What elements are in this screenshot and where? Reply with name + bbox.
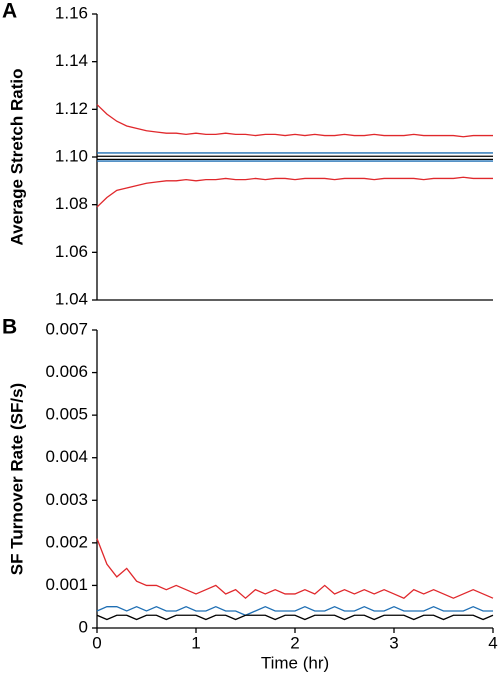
y-tick-label: 0.002 bbox=[45, 532, 88, 551]
x-tick-label: 4 bbox=[488, 633, 497, 652]
series-line bbox=[96, 614, 494, 621]
y-tick-label: 1.04 bbox=[55, 289, 88, 308]
y-tick-label: 1.12 bbox=[55, 99, 88, 118]
y-tick-label: 1.08 bbox=[55, 194, 88, 213]
y-tick-label: 0.004 bbox=[45, 447, 88, 466]
y-tick-label: 1.06 bbox=[55, 242, 88, 261]
panel-label: B bbox=[2, 316, 17, 339]
y-tick-label: 1.16 bbox=[55, 3, 88, 22]
series-line bbox=[96, 176, 493, 208]
y-tick-label: 1.10 bbox=[55, 146, 88, 165]
series-line bbox=[96, 104, 493, 138]
series-line bbox=[96, 538, 494, 600]
y-tick-label: 0.007 bbox=[45, 319, 88, 338]
y-tick-label: 0.001 bbox=[45, 575, 88, 594]
y-axis-title: Average Stretch Ratio bbox=[7, 69, 26, 246]
y-tick-label: 0.006 bbox=[45, 362, 88, 381]
y-tick-label: 0.003 bbox=[45, 490, 88, 509]
series-line bbox=[96, 606, 493, 616]
x-axis-title: Time (hr) bbox=[261, 653, 329, 672]
y-tick-label: 0.005 bbox=[45, 405, 88, 424]
x-tick-label: 3 bbox=[389, 633, 398, 652]
y-tick-label: 0 bbox=[79, 617, 88, 636]
y-tick-label: 1.14 bbox=[55, 51, 88, 70]
panel-label: A bbox=[2, 0, 17, 23]
x-tick-label: 2 bbox=[290, 633, 299, 652]
x-tick-label: 0 bbox=[92, 633, 101, 652]
x-tick-label: 1 bbox=[191, 633, 200, 652]
y-axis-title: SF Turnover Rate (SF/s) bbox=[7, 383, 26, 575]
